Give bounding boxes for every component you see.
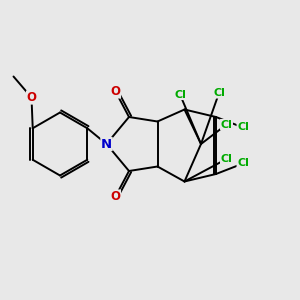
Text: O: O [110, 190, 121, 203]
Text: Cl: Cl [237, 158, 249, 169]
Text: Cl: Cl [174, 89, 186, 100]
Text: Cl: Cl [220, 154, 232, 164]
Text: Cl: Cl [220, 119, 232, 130]
Text: N: N [101, 137, 112, 151]
Text: O: O [110, 85, 121, 98]
Text: O: O [26, 91, 37, 104]
Text: Cl: Cl [237, 122, 249, 133]
Text: Cl: Cl [213, 88, 225, 98]
